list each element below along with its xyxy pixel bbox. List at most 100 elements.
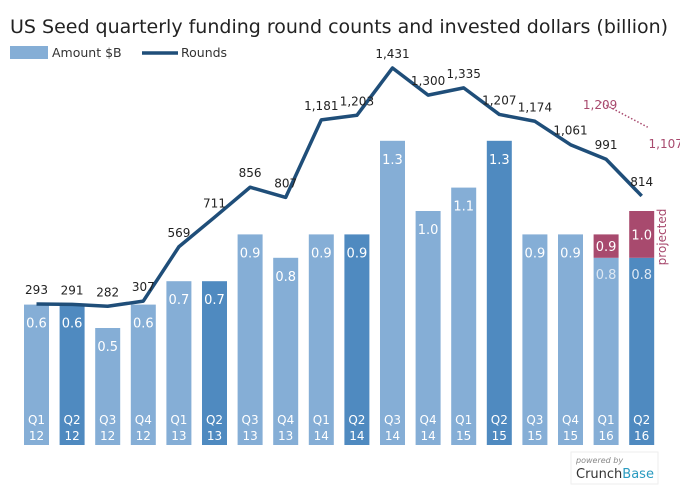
rounds-label: 1,181 [304,99,338,113]
rounds-label: 1,300 [411,74,445,88]
rounds-line [36,66,643,309]
rounds-label: 991 [595,138,618,152]
x-tick-quarter: Q3 [242,413,259,427]
brand-crunch: Crunch [576,467,622,482]
rounds-label: 1,061 [553,124,587,138]
x-tick-year: 13 [278,429,293,443]
rounds-label: 293 [25,283,48,297]
projected-bar-label: 1.0 [631,228,652,243]
rounds-label: 1,431 [375,47,409,61]
projected-bar-17 [629,211,655,258]
brand-base: Base [622,467,654,482]
x-tick-year: 12 [29,429,44,443]
rounds-label: 307 [132,280,155,294]
x-tick-year: 15 [563,429,578,443]
x-tick-quarter: Q2 [64,413,81,427]
rounds-label: 1,335 [447,67,481,81]
bar-label: 1.1 [453,200,474,215]
rounds-label: 1,207 [482,93,516,107]
bar-label: 0.8 [631,268,652,283]
x-tick-year: 13 [171,429,186,443]
bar-label: 0.5 [97,340,118,355]
x-tick-quarter: Q3 [99,413,116,427]
bar-13 [486,140,512,446]
projected-bar-16 [593,234,619,258]
rounds-label: 569 [167,226,190,240]
rounds-label: 291 [61,283,84,297]
x-tick-quarter: Q4 [420,413,437,427]
powered-by-text: powered by [575,456,623,465]
projected-label: projected [655,209,669,266]
bar-label: 0.6 [62,317,83,332]
x-tick-quarter: Q2 [348,413,365,427]
rounds-label: 282 [96,285,119,299]
x-tick-year: 15 [492,429,507,443]
bar-0 [24,304,49,445]
x-tick-year: 15 [456,429,471,443]
crunchbase-brand: CrunchBase [576,467,654,482]
x-tick-year: 12 [100,429,115,443]
x-tick-quarter: Q2 [206,413,223,427]
x-tick-year: 12 [64,429,79,443]
projected-bar-label: 0.9 [596,240,617,255]
bar-label: 1.3 [382,153,403,168]
rounds-label: 1,203 [340,94,374,108]
rounds-label: 814 [630,175,653,189]
bar-5 [202,281,227,445]
x-tick-year: 13 [242,429,257,443]
rounds-label: 711 [203,196,226,210]
x-tick-year: 13 [207,429,222,443]
bar-7 [273,257,299,445]
x-tick-year: 14 [314,429,329,443]
bar-label: 0.9 [525,246,546,261]
x-tick-quarter: Q1 [170,413,187,427]
crunchbase-logo [570,451,659,485]
bar-label: 0.7 [169,293,190,308]
rounds-label: 856 [239,166,262,180]
x-tick-quarter: Q4 [277,413,294,427]
bar-label: 0.8 [596,268,617,283]
bar-10 [380,140,405,446]
x-tick-year: 16 [634,429,649,443]
x-tick-quarter: Q4 [135,413,152,427]
x-tick-year: 14 [385,429,400,443]
x-tick-year: 15 [527,429,542,443]
x-tick-quarter: Q1 [28,413,45,427]
bar-3 [130,304,156,445]
bar-label: 0.6 [26,317,47,332]
bar-11 [415,211,441,445]
bar-2 [95,328,121,445]
rounds-label: 1,174 [518,100,552,114]
bar-label: 0.7 [204,293,225,308]
x-tick-quarter: Q3 [384,413,401,427]
legend-swatch-amount [10,46,48,59]
projected-rounds-label: 1,107 [649,137,680,151]
bar-14 [522,234,548,445]
bar-label: 0.9 [240,246,261,261]
bar-label: 0.6 [133,317,154,332]
rounds-label: 807 [274,176,297,190]
bar-12 [451,187,477,445]
bar-16 [593,257,619,445]
x-tick-year: 14 [420,429,435,443]
bar-label: 0.9 [311,246,332,261]
x-tick-year: 12 [136,429,151,443]
bar-label: 0.8 [275,270,296,285]
x-tick-quarter: Q2 [633,413,650,427]
bar-label: 0.9 [347,246,368,261]
legend-label-rounds: Rounds [181,45,227,60]
x-tick-quarter: Q1 [313,413,330,427]
bar-1 [59,304,85,445]
x-tick-quarter: Q4 [562,413,579,427]
bar-15 [558,234,583,445]
chart-title: US Seed quarterly funding round counts a… [10,16,668,38]
x-tick-year: 14 [349,429,364,443]
bar-6 [237,234,263,445]
bar-label: 1.3 [489,153,510,168]
bar-17 [629,257,655,445]
legend-label-amount: Amount $B [52,45,122,60]
x-tick-quarter: Q3 [526,413,543,427]
bar-9 [344,234,370,445]
projected-rounds-label: 1,209 [583,98,617,112]
